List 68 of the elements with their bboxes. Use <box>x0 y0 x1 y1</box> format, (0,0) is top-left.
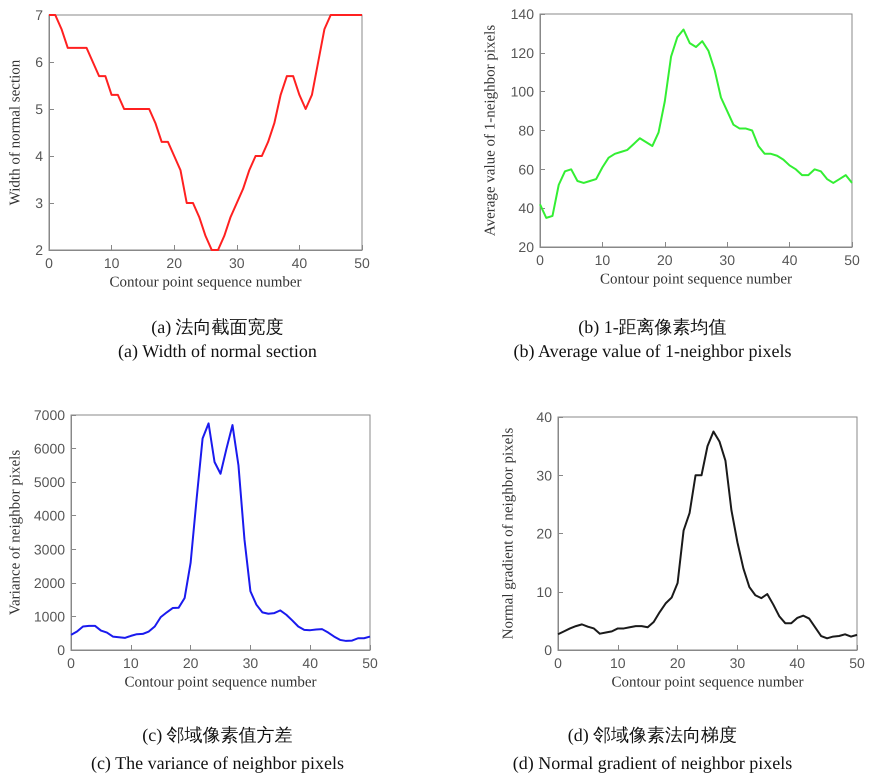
y-tick-label: 100 <box>510 84 534 100</box>
y-axis-title: Normal gradient of neighbor pixels <box>500 428 516 640</box>
y-tick-label: 7 <box>35 7 44 23</box>
y-tick-label: 40 <box>518 200 534 216</box>
x-tick-label: 20 <box>670 655 686 671</box>
x-tick-label: 10 <box>610 655 626 671</box>
x-axis-title: Contour point sequence number <box>600 271 792 288</box>
x-tick-label: 30 <box>242 655 258 671</box>
x-axis-title: Contour point sequence number <box>109 274 302 290</box>
x-tick-label: 20 <box>166 255 182 271</box>
x-tick-label: 0 <box>554 655 562 671</box>
y-tick-label: 0 <box>544 642 552 658</box>
x-tick-label: 40 <box>302 655 318 671</box>
x-axis-title: Contour point sequence number <box>611 674 804 690</box>
x-tick-label: 40 <box>789 655 806 671</box>
x-tick-label: 40 <box>292 255 308 271</box>
y-tick-label: 2 <box>35 242 44 258</box>
x-tick-label: 40 <box>782 252 798 268</box>
text: (d) 邻域像素法向梯度 <box>566 724 738 747</box>
y-tick-label: 140 <box>510 6 534 22</box>
text: (b) Average value of 1-neighbor pixels <box>512 341 793 362</box>
x-tick-label: 30 <box>229 255 245 271</box>
y-tick-label: 10 <box>536 584 552 600</box>
line-series <box>539 28 853 219</box>
x-tick-label: 10 <box>123 655 139 671</box>
y-tick-label: 4000 <box>34 508 66 524</box>
x-tick-label: 30 <box>730 655 746 671</box>
x-tick-label: 50 <box>354 255 370 271</box>
x-tick-label: 20 <box>182 655 199 671</box>
text: (d) Normal gradient of neighbor pixels <box>512 753 794 774</box>
line-series <box>70 422 371 642</box>
y-tick-label: 5 <box>35 101 44 117</box>
text: (a) Width of normal section <box>117 341 318 362</box>
y-tick-label: 3000 <box>34 541 66 558</box>
x-tick-label: 20 <box>657 252 673 268</box>
text: (c) The variance of neighbor pixels <box>90 753 346 774</box>
y-tick-label: 3 <box>35 195 44 211</box>
text: (a) 法向截面宽度 <box>150 316 285 339</box>
line-series <box>557 430 858 640</box>
y-tick-label: 20 <box>536 526 552 542</box>
y-tick-label: 120 <box>510 44 534 61</box>
x-tick-label: 50 <box>844 252 860 268</box>
text: (b) 1-距离像素均值 <box>577 316 728 339</box>
x-tick-label: 30 <box>719 252 736 268</box>
y-tick-label: 4 <box>35 148 44 164</box>
y-axis-title: Average value of 1-neighbor pixels <box>482 24 498 236</box>
line-series <box>48 14 363 251</box>
y-tick-label: 6000 <box>34 440 66 457</box>
y-tick-label: 40 <box>536 409 552 425</box>
x-tick-label: 50 <box>849 655 865 671</box>
y-tick-label: 20 <box>518 239 534 255</box>
y-axis-title: Width of normal section <box>8 59 24 206</box>
y-tick-label: 80 <box>518 122 534 138</box>
text: (c) 邻域像素值方差 <box>141 724 294 747</box>
y-tick-label: 5000 <box>34 474 66 490</box>
x-tick-label: 50 <box>362 655 378 671</box>
y-tick-label: 0 <box>57 642 66 658</box>
y-tick-label: 6 <box>35 54 44 70</box>
y-tick-label: 2000 <box>34 574 66 591</box>
x-tick-label: 0 <box>67 655 76 671</box>
y-tick-label: 30 <box>536 467 552 484</box>
y-tick-label: 7000 <box>34 407 66 423</box>
y-axis-title: Variance of neighbor pixels <box>8 450 24 616</box>
x-tick-label: 10 <box>594 252 610 268</box>
x-tick-label: 10 <box>104 255 120 271</box>
x-axis-title: Contour point sequence number <box>124 674 317 690</box>
y-tick-label: 1000 <box>34 608 66 624</box>
y-tick-label: 60 <box>518 161 534 178</box>
